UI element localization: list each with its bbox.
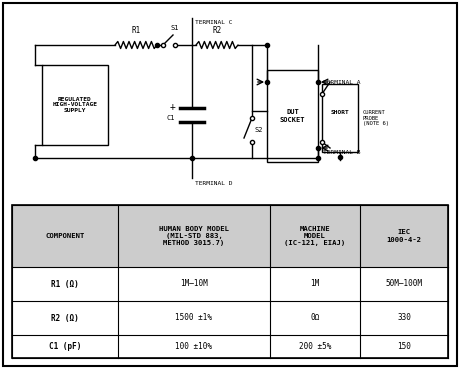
Text: 100 ±10%: 100 ±10% (175, 342, 212, 351)
Text: SHORT: SHORT (330, 110, 349, 115)
Text: +: + (169, 102, 174, 112)
Text: MACHINE
MODEL
(IC-121, EIAJ): MACHINE MODEL (IC-121, EIAJ) (284, 226, 345, 246)
Text: 1M–10M: 1M–10M (180, 279, 207, 289)
Bar (269, 205, 359, 267)
Text: HUMAN BODY MODEL
(MIL-STD 883,
METHOD 3015.7): HUMAN BODY MODEL (MIL-STD 883, METHOD 30… (159, 226, 229, 246)
Text: R1 (Ω): R1 (Ω) (51, 279, 78, 289)
Bar (321, 84, 357, 152)
Bar (118, 205, 269, 267)
Text: CURRENT
PROBE
(NOTE 6): CURRENT PROBE (NOTE 6) (362, 110, 388, 126)
Text: TERMINAL B: TERMINAL B (322, 150, 360, 155)
Text: R2: R2 (212, 26, 221, 35)
Bar (266, 70, 317, 162)
Text: TERMINAL A: TERMINAL A (322, 79, 360, 85)
Text: R1: R1 (131, 26, 140, 35)
Text: 1500 ±1%: 1500 ±1% (175, 314, 212, 323)
Text: TERMINAL C: TERMINAL C (195, 20, 232, 25)
Text: 330: 330 (396, 314, 410, 323)
Text: S1: S1 (171, 25, 179, 31)
Text: C1 (pF): C1 (pF) (49, 342, 81, 351)
Text: C1: C1 (166, 115, 174, 121)
Text: 1M: 1M (310, 279, 319, 289)
Bar (12, 205, 447, 358)
Text: 0Ω: 0Ω (310, 314, 319, 323)
Text: R2 (Ω): R2 (Ω) (51, 314, 78, 323)
Text: S2: S2 (254, 127, 263, 133)
Bar (12, 205, 118, 267)
Text: 150: 150 (396, 342, 410, 351)
Text: TERMINAL D: TERMINAL D (195, 181, 232, 186)
Bar (42, 65, 108, 145)
Text: COMPONENT: COMPONENT (45, 233, 84, 239)
Text: IEC
1000-4-2: IEC 1000-4-2 (386, 230, 420, 242)
Text: 200 ±5%: 200 ±5% (298, 342, 330, 351)
Text: 50M–100M: 50M–100M (385, 279, 421, 289)
Bar (359, 205, 447, 267)
Text: DUT
SOCKET: DUT SOCKET (279, 110, 305, 123)
Text: REGULATED
HIGH-VOLTAGE
SUPPLY: REGULATED HIGH-VOLTAGE SUPPLY (52, 97, 97, 113)
